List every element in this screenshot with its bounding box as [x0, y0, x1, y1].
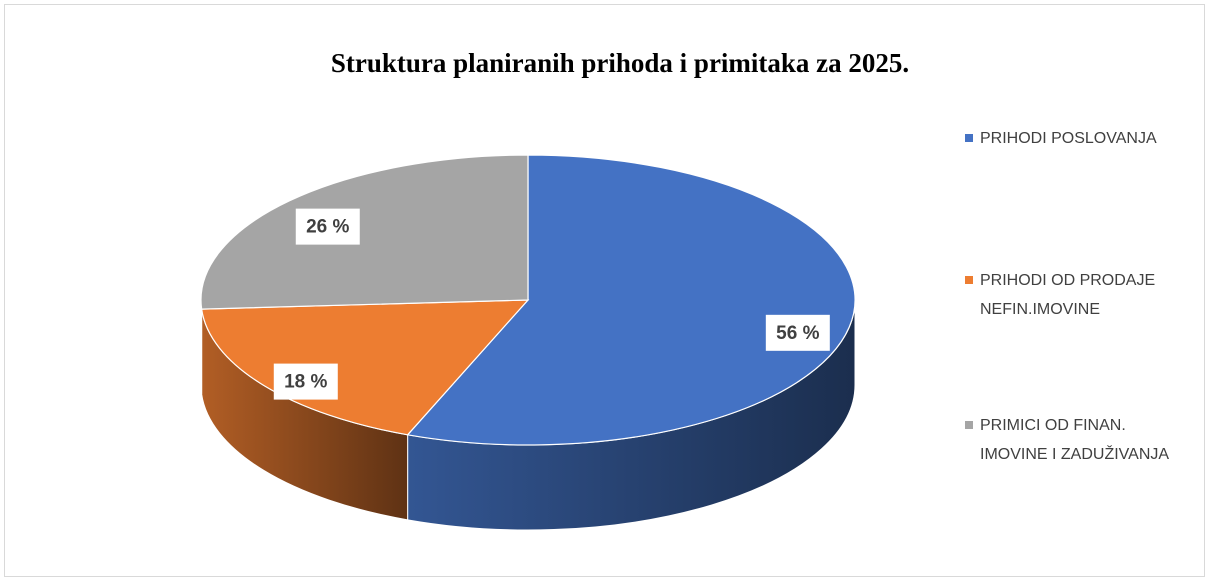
- legend-label: PRIHODI OD PRODAJE NEFIN.IMOVINE: [980, 272, 1156, 318]
- data-label-box: [295, 208, 360, 245]
- legend-label: PRIHODI POSLOVANJA: [980, 130, 1157, 147]
- data-label: 56 %: [776, 323, 819, 344]
- legend-swatch: [965, 421, 973, 429]
- data-label-box: [273, 363, 338, 400]
- legend-label: PRIMICI OD FINAN. IMOVINE I ZADUŽIVANJA: [980, 417, 1170, 463]
- legend-item: PRIMICI OD FINAN. IMOVINE I ZADUŽIVANJA: [965, 411, 1195, 469]
- data-label: 18 %: [284, 372, 327, 393]
- data-label: 26 %: [306, 217, 349, 238]
- pie-slice-side: [200, 299, 203, 395]
- legend-item: PRIHODI OD PRODAJE NEFIN.IMOVINE: [965, 266, 1195, 324]
- chart-border: [4, 4, 1205, 577]
- legend-item: PRIHODI POSLOVANJA: [965, 124, 1195, 153]
- chart-title: Struktura planiranih prihoda i primitaka…: [331, 48, 909, 78]
- legend-swatch: [965, 276, 973, 284]
- pie-slice: [200, 154, 529, 310]
- data-label-box: [765, 314, 830, 351]
- pie-slice: [406, 154, 856, 446]
- pie-slice: [200, 299, 530, 436]
- legend-swatch: [965, 134, 973, 142]
